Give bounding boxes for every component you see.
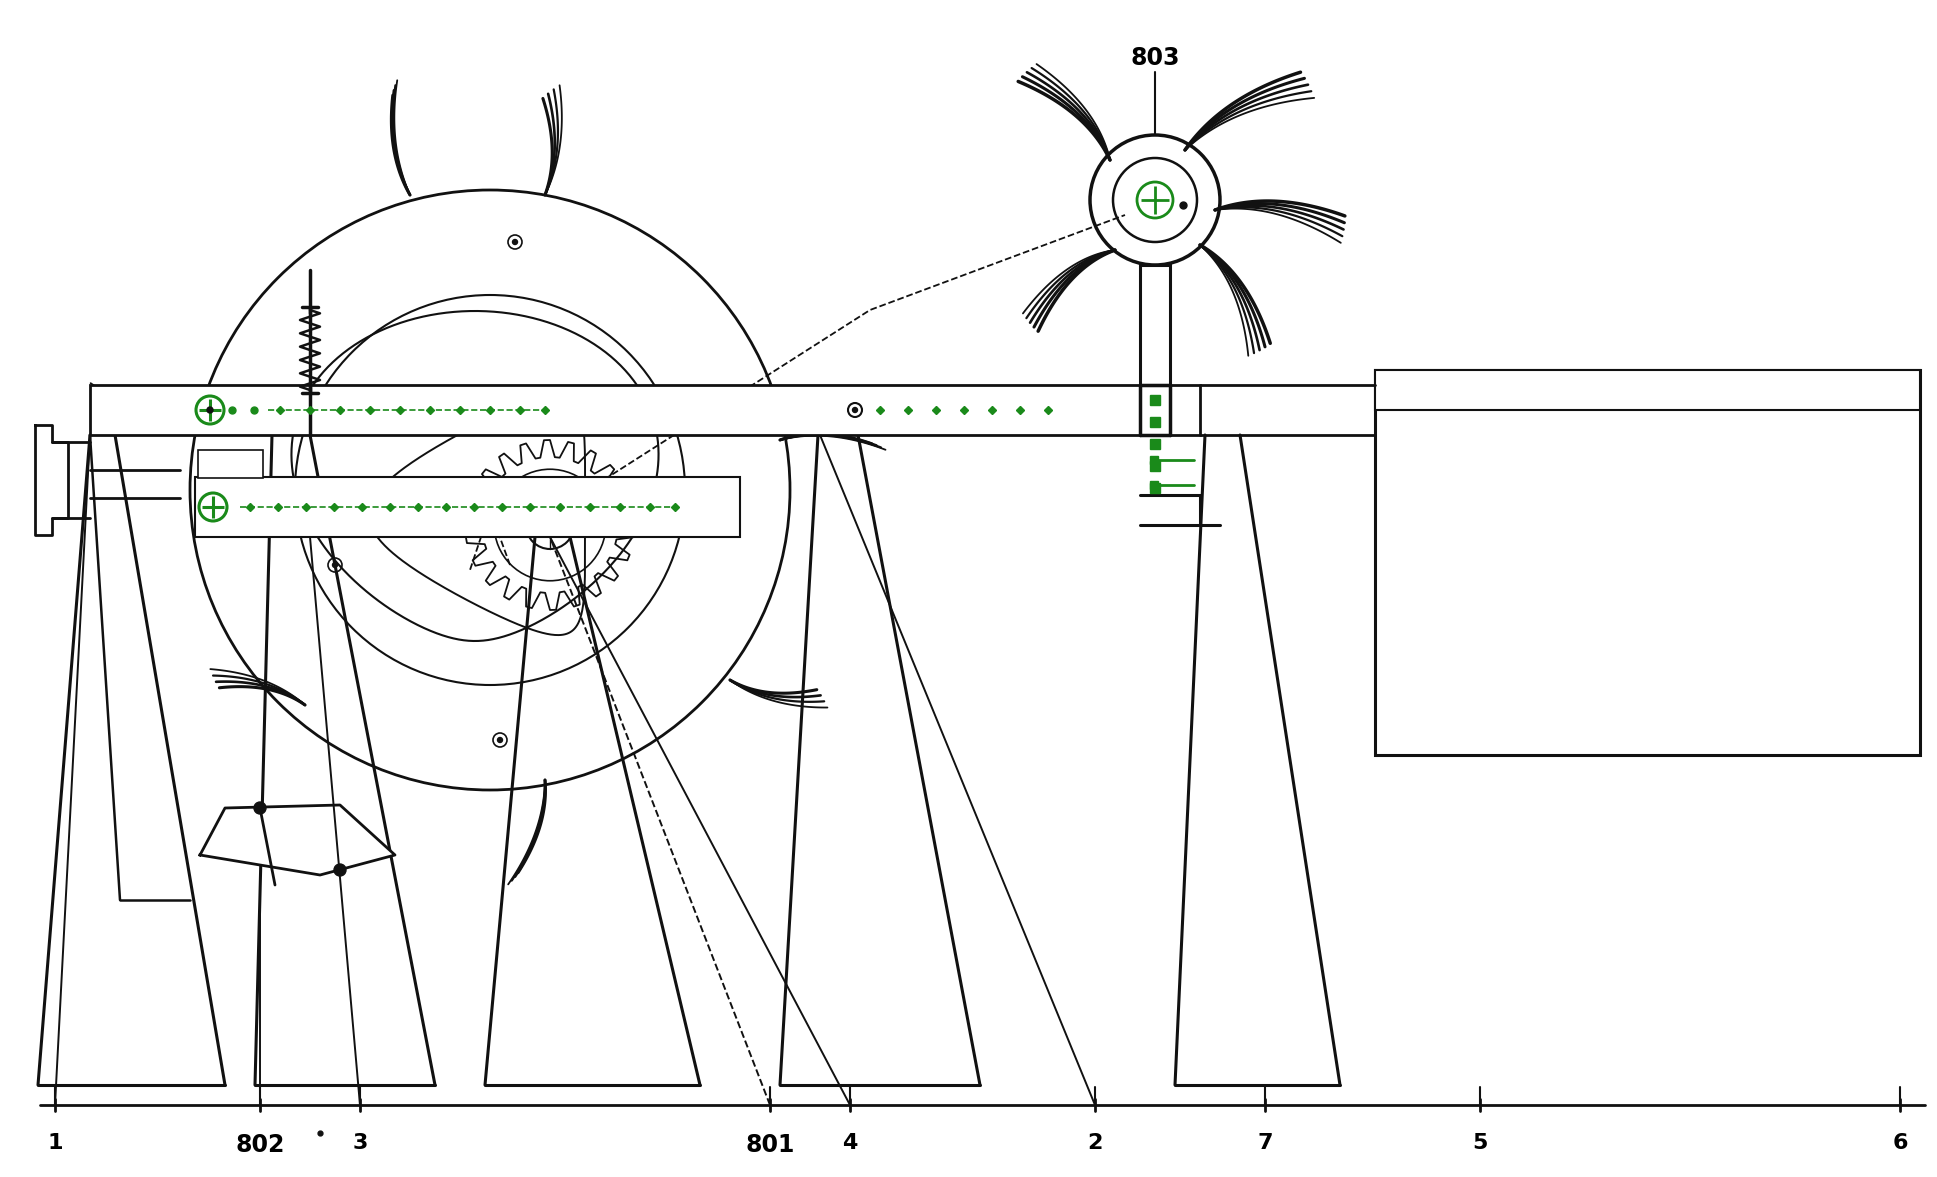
Circle shape [513, 239, 517, 245]
Circle shape [333, 563, 337, 567]
Circle shape [254, 802, 265, 814]
Text: 6: 6 [1892, 1133, 1908, 1153]
Circle shape [207, 407, 213, 413]
Text: 3: 3 [353, 1133, 368, 1153]
Polygon shape [200, 805, 395, 875]
Text: 801: 801 [746, 1133, 794, 1157]
Bar [89, 385, 1201, 435]
Bar [196, 477, 740, 537]
Circle shape [486, 487, 494, 493]
Bar [1141, 265, 1170, 385]
Text: 7: 7 [1257, 1133, 1273, 1153]
Bar [1375, 370, 1920, 410]
Text: 5: 5 [1472, 1133, 1488, 1153]
Circle shape [498, 738, 502, 743]
Text: 803: 803 [1131, 46, 1180, 69]
Circle shape [333, 864, 347, 876]
Bar [1375, 370, 1920, 754]
Circle shape [538, 514, 562, 536]
Text: 802: 802 [234, 1133, 285, 1157]
Bar [198, 450, 263, 478]
Circle shape [707, 423, 713, 427]
Text: 4: 4 [843, 1133, 858, 1153]
Text: 1: 1 [46, 1133, 62, 1153]
Circle shape [852, 407, 858, 412]
Text: 2: 2 [1087, 1133, 1102, 1153]
